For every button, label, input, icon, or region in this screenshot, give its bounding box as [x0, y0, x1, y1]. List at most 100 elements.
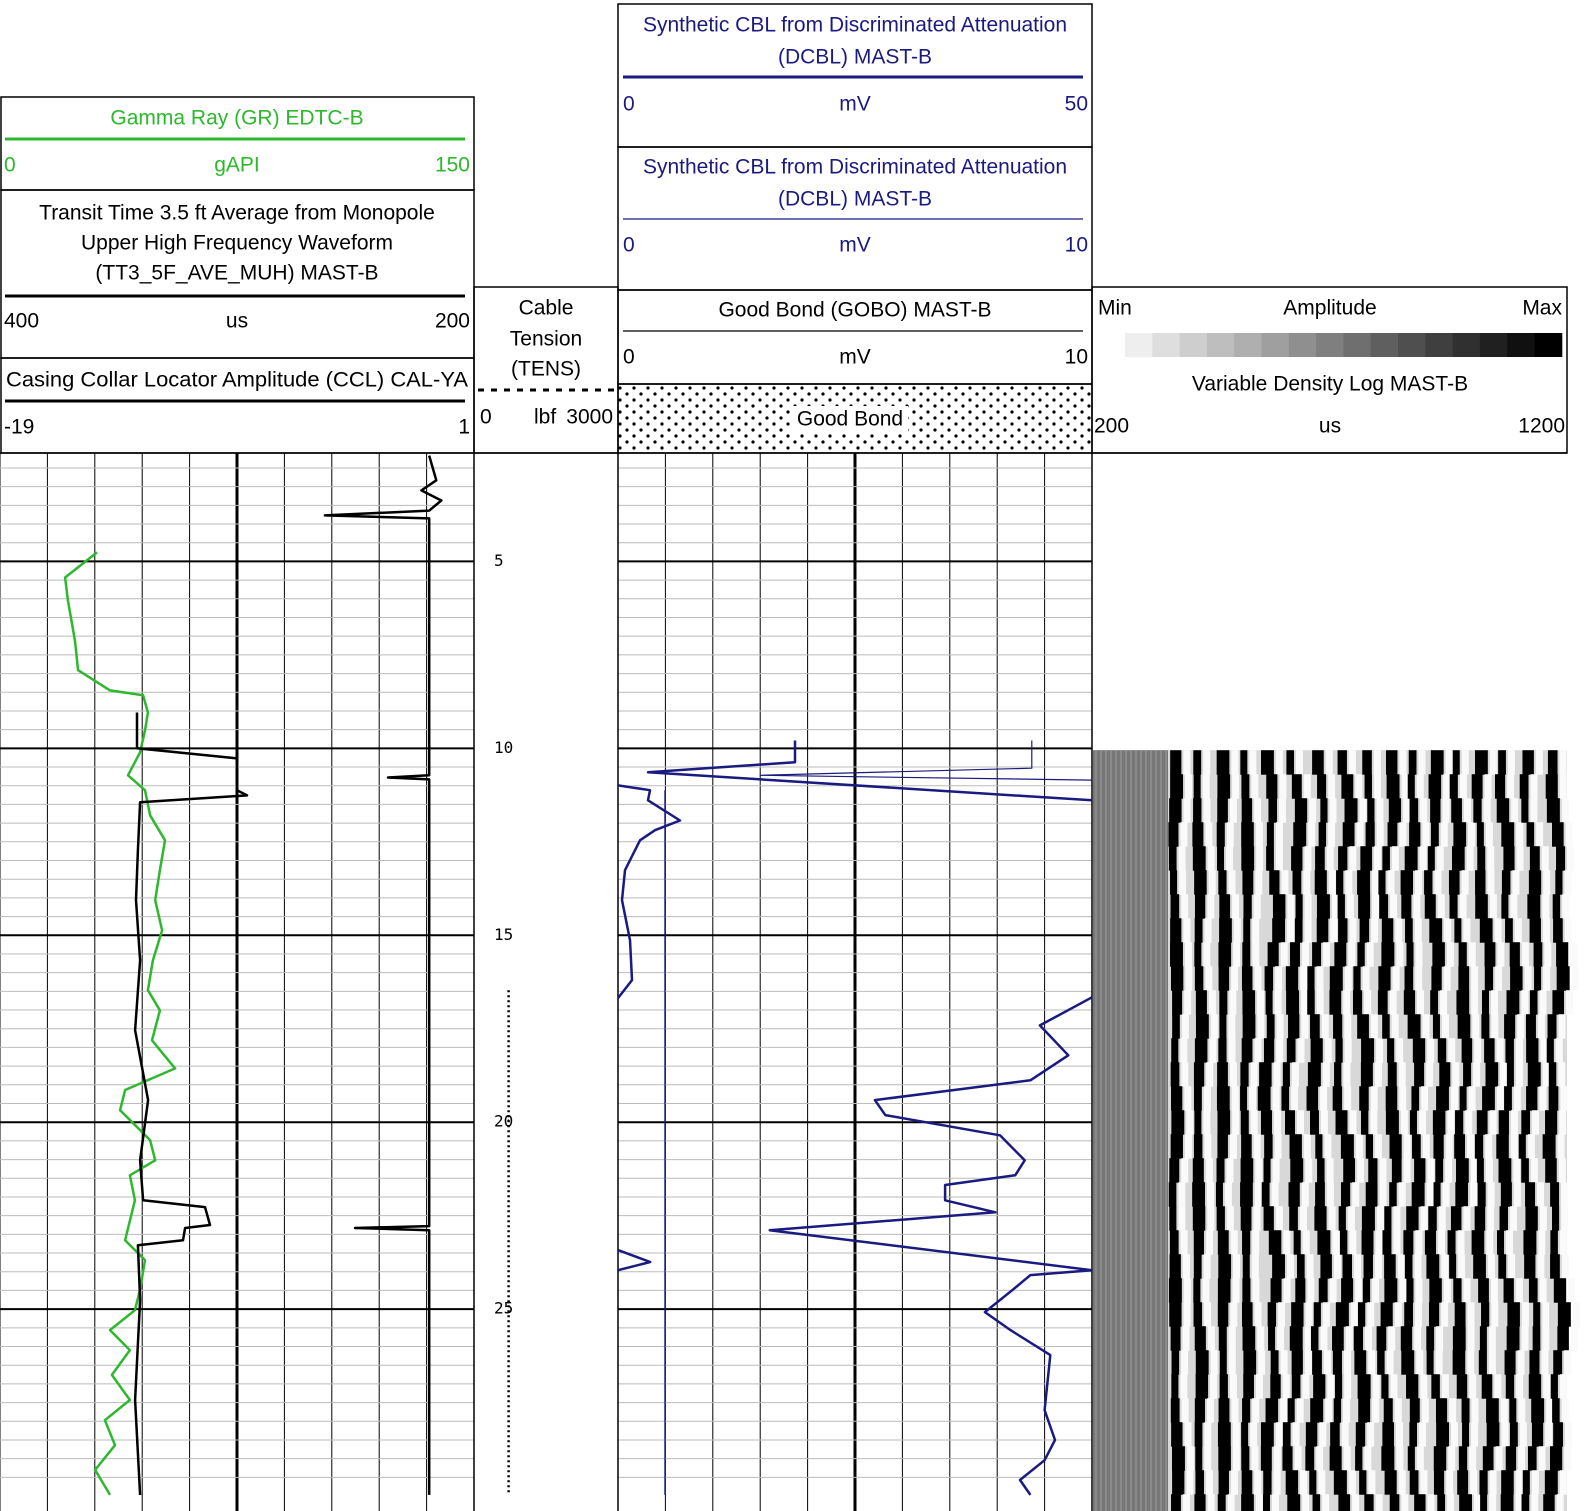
vdl-stripe: [1171, 1038, 1178, 1063]
vdl-stripe: [1472, 1230, 1485, 1255]
vdl-light: [1306, 1302, 1313, 1327]
vdl-light: [1274, 1446, 1281, 1471]
vdl-stripe: [1409, 822, 1420, 847]
vdl-light: [1522, 1302, 1529, 1327]
vdl-light: [1485, 774, 1492, 799]
vdl-stripe: [1290, 1134, 1302, 1159]
vdl-stripe: [1338, 846, 1347, 871]
vdl-light: [1206, 1158, 1213, 1183]
vdl-light: [1396, 942, 1403, 967]
vdl-stripe: [1218, 1230, 1229, 1255]
vdl-light: [1284, 1278, 1291, 1303]
vdl-stripe: [1319, 822, 1326, 847]
vdl-stripe: [1409, 1422, 1417, 1447]
vdl-stripe: [1429, 774, 1442, 799]
vdl-stripe: [1261, 1446, 1272, 1471]
vdl-light: [1307, 1278, 1314, 1303]
vdl-light: [1443, 1182, 1450, 1207]
vdl-light: [1231, 1230, 1238, 1255]
vdl-stripe: [1312, 942, 1321, 967]
vdl-light: [1329, 870, 1336, 895]
vdl-light: [1570, 942, 1577, 967]
vdl-stripe: [1314, 1302, 1321, 1327]
vdl-stripe: [1510, 942, 1520, 967]
vdl-light: [1330, 918, 1337, 943]
vdl-light: [1206, 1470, 1213, 1495]
vdl-light: [1489, 1350, 1496, 1375]
vdl-light: [1420, 846, 1427, 871]
vdl-stripe: [1241, 846, 1254, 871]
vdl-light: [1395, 1398, 1402, 1423]
vdl-stripe: [1507, 1062, 1514, 1087]
vdl-stripe: [1473, 1254, 1486, 1279]
unit: mV: [839, 346, 871, 369]
vdl-light: [1562, 1254, 1569, 1279]
vdl-stripe: [1242, 1230, 1250, 1255]
vdl-stripe: [1168, 822, 1178, 847]
vdl-light: [1399, 1062, 1406, 1087]
vdl-stripe: [1219, 918, 1232, 943]
vdl-light: [1525, 966, 1532, 991]
vdl-stripe: [1485, 966, 1493, 991]
vdl-light: [1470, 1182, 1477, 1207]
vdl-stripe: [1313, 1494, 1321, 1511]
vdl-stripe: [1504, 1086, 1512, 1111]
vdl-stripe: [1317, 1158, 1325, 1183]
vdl-light: [1538, 1230, 1545, 1255]
ramp-step: [1398, 333, 1426, 357]
vdl-light: [1542, 846, 1549, 871]
vdl-stripe: [1431, 1374, 1440, 1399]
vdl-light: [1528, 1134, 1535, 1159]
vdl-light: [1182, 1014, 1189, 1039]
vdl-light: [1256, 1374, 1263, 1399]
vdl-stripe: [1217, 822, 1225, 847]
vdl-light: [1399, 750, 1406, 775]
range-max: 50: [1065, 93, 1088, 116]
vdl-light: [1375, 1134, 1382, 1159]
vdl-stripe: [1270, 1374, 1280, 1399]
vdl-light: [1486, 1230, 1493, 1255]
vdl-stripe: [1525, 1182, 1535, 1207]
vdl-stripe: [1522, 750, 1533, 775]
vdl-stripe: [1524, 1254, 1535, 1279]
vdl-stripe: [1242, 1038, 1253, 1063]
curve-title: Cable: [519, 297, 574, 320]
vdl-stripe: [1477, 822, 1484, 847]
vdl-light: [1496, 1446, 1503, 1471]
vdl-light: [1516, 1278, 1523, 1303]
vdl-light: [1208, 1494, 1215, 1511]
vdl-stripe: [1195, 1470, 1204, 1495]
vdl-stripe: [1433, 1110, 1446, 1135]
vdl-light: [1517, 1014, 1524, 1039]
vdl-stripe: [1534, 942, 1543, 967]
vdl-stripe: [1195, 918, 1203, 943]
vdl-light: [1181, 1350, 1188, 1375]
vdl-stripe: [1241, 1206, 1252, 1231]
ramp-step: [1507, 333, 1535, 357]
vdl-light: [1185, 1134, 1192, 1159]
vdl-light: [1446, 750, 1453, 775]
vdl-light: [1448, 1038, 1455, 1063]
vdl-stripe: [1543, 1494, 1554, 1511]
vdl-stripe: [1522, 1494, 1530, 1511]
vdl-stripe: [1288, 1014, 1299, 1039]
vdl-stripe: [1460, 1086, 1467, 1111]
ramp-step: [1535, 333, 1563, 357]
vdl-light: [1543, 1062, 1550, 1087]
vdl-light: [1203, 750, 1210, 775]
vdl-light: [1355, 774, 1362, 799]
vdl-stripe: [1406, 1374, 1418, 1399]
vdl-stripe: [1385, 1470, 1397, 1495]
vdl-light: [1327, 846, 1334, 871]
vdl-light: [1388, 870, 1395, 895]
vdl-light: [1399, 822, 1406, 847]
vdl-stripe: [1261, 1110, 1272, 1135]
vdl-stripe: [1410, 1110, 1417, 1135]
vdl-stripe: [1438, 1038, 1446, 1063]
vdl-light: [1390, 894, 1397, 919]
vdl-light: [1370, 1110, 1377, 1135]
curve-title: (DCBL) MAST-B: [778, 46, 932, 69]
vdl-stripe: [1171, 1110, 1184, 1135]
fill-label: Good Bond: [797, 408, 903, 431]
vdl-stripe: [1242, 942, 1250, 967]
